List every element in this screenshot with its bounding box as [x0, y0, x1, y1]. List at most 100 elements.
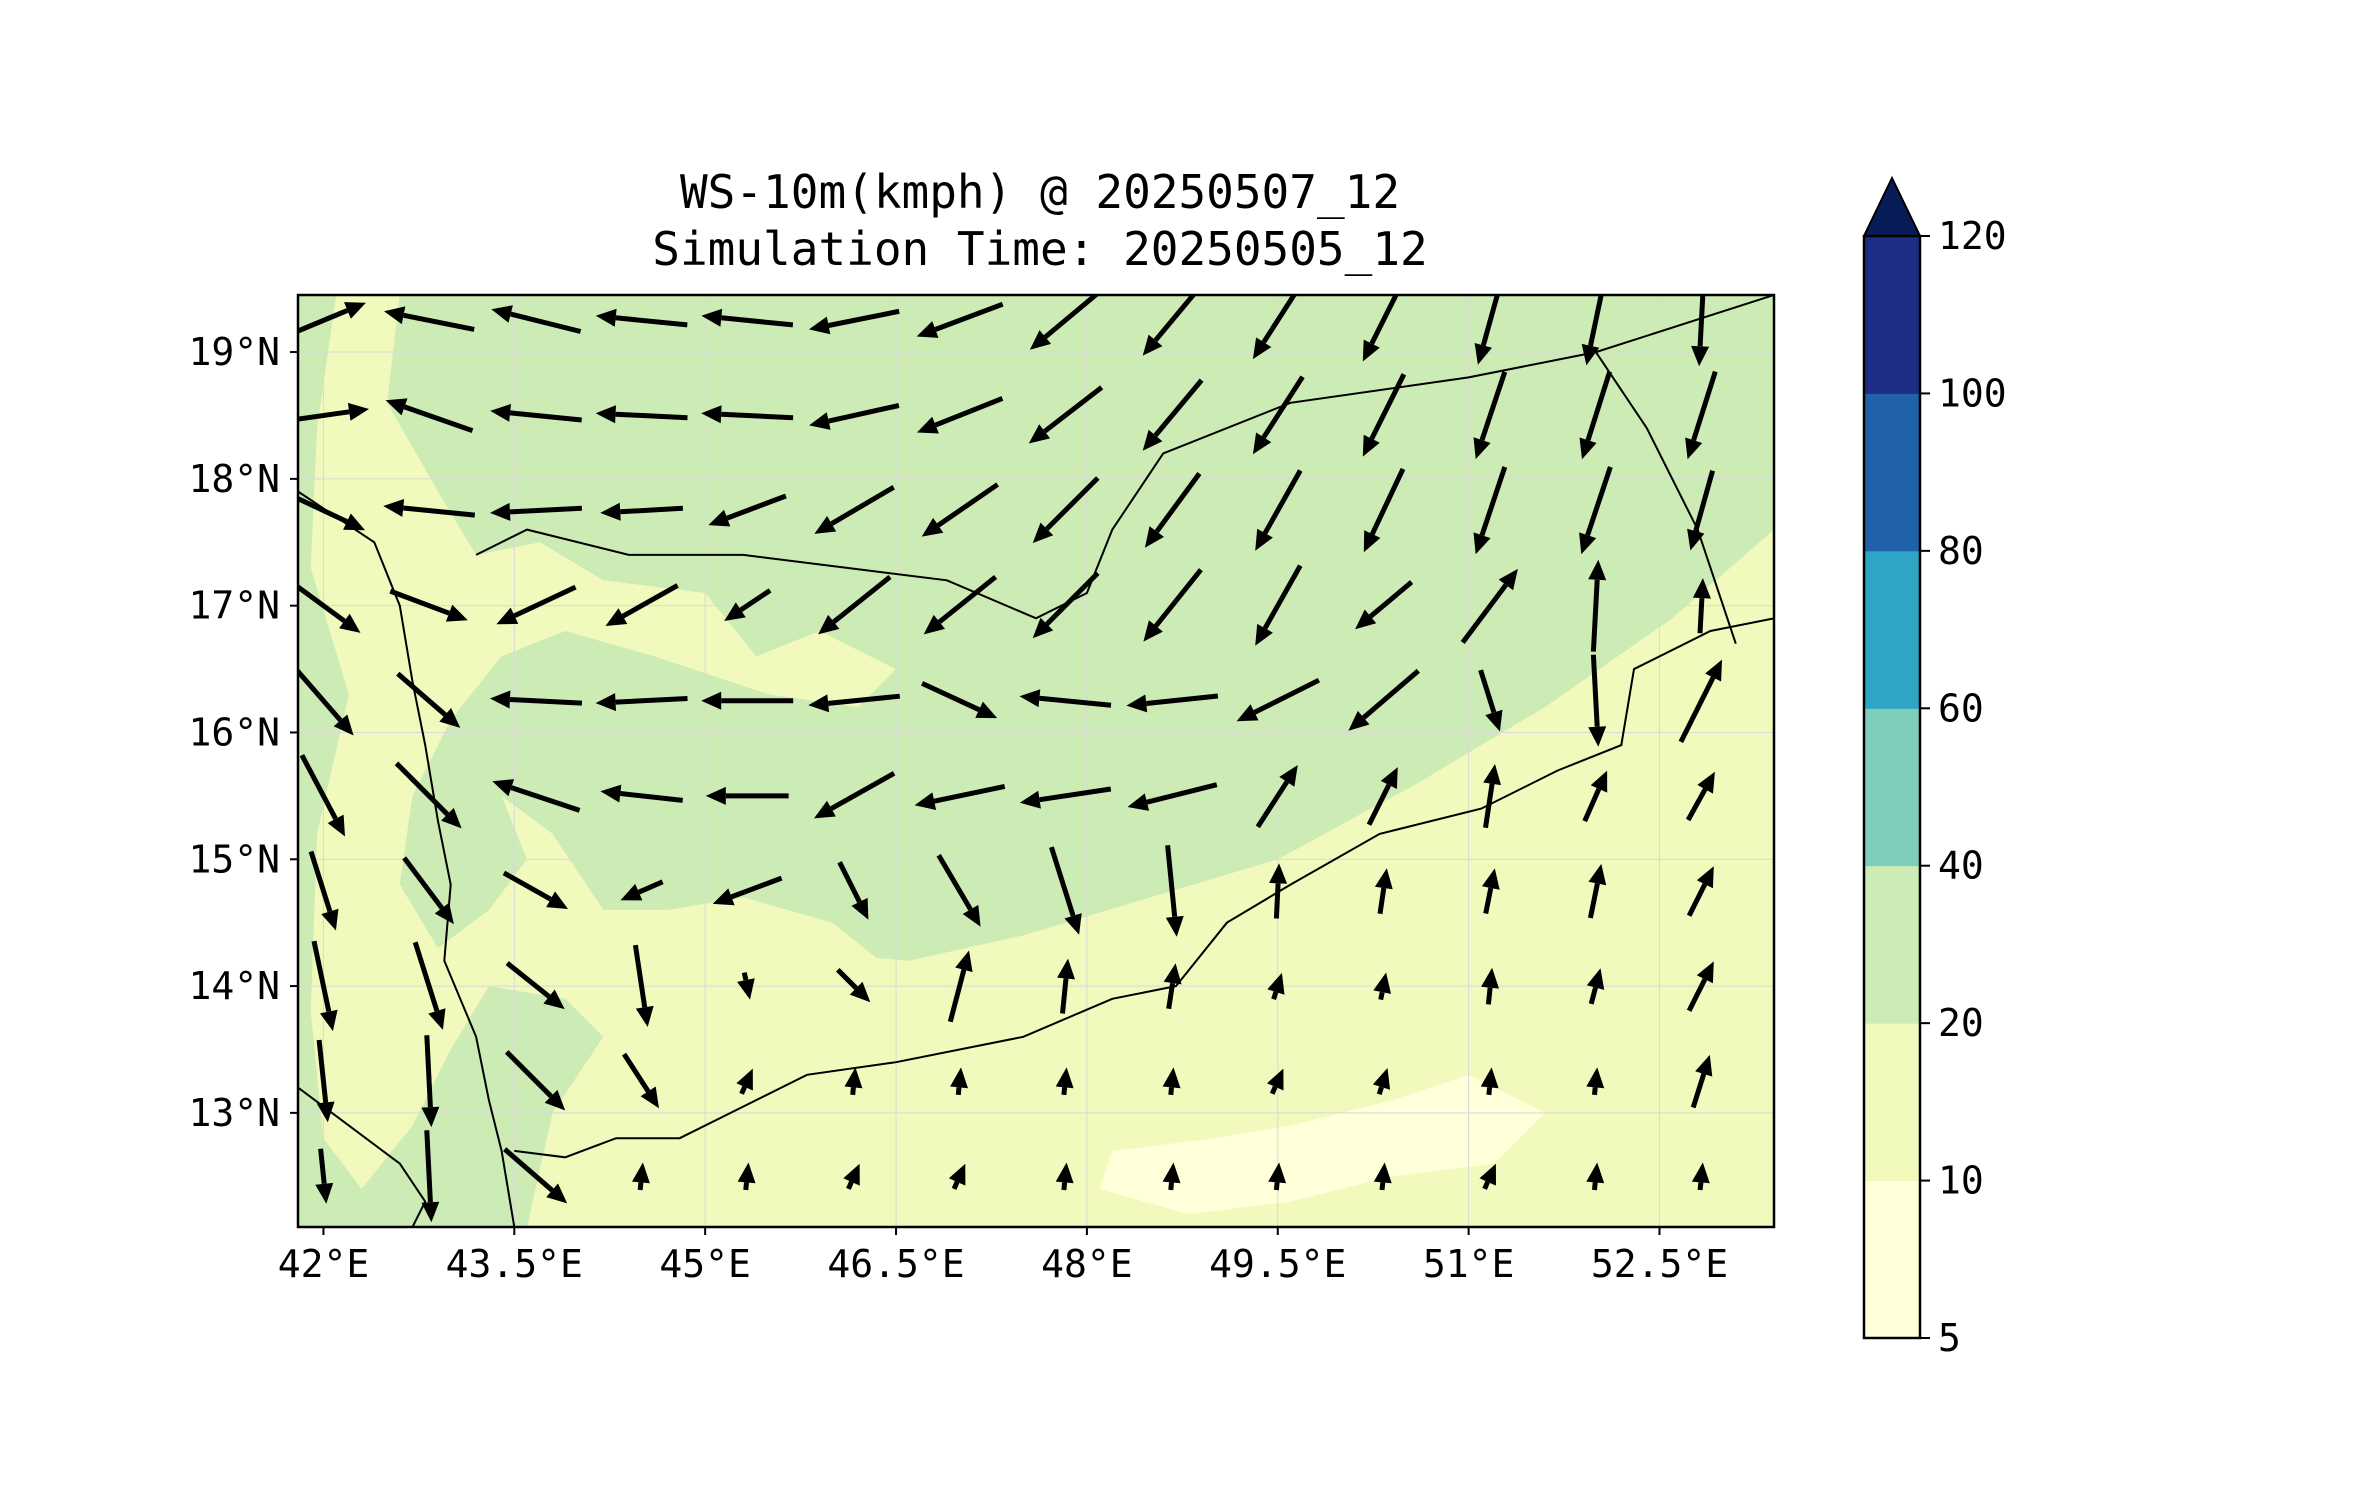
wind-arrow	[298, 583, 361, 633]
wind-arrow	[1586, 968, 1605, 1005]
wind-arrow	[1236, 677, 1321, 722]
wind-arrow	[701, 405, 794, 424]
wind-arrow	[402, 856, 454, 925]
wind-arrow	[1144, 472, 1202, 548]
speed-region-20	[298, 295, 1774, 1227]
wind-arrow	[814, 485, 895, 534]
y-tick-label: 17°N	[188, 584, 280, 628]
wind-arrow	[1587, 863, 1607, 919]
colorbar-label: 40	[1938, 844, 1984, 888]
colorbar-segment	[1864, 1023, 1920, 1181]
wind-arrow	[1374, 868, 1393, 915]
wind-arrow	[595, 308, 688, 328]
wind-arrow	[490, 502, 583, 521]
colorbar-segment	[1864, 236, 1920, 394]
wind-arrow	[818, 574, 892, 635]
colorbar: 5 10 20 40 60 80 100 120	[1862, 175, 2007, 1360]
wind-arrow	[1267, 1068, 1284, 1095]
wind-arrow	[1686, 961, 1714, 1012]
colorbar-segment	[1864, 393, 1920, 552]
wind-arrow	[383, 499, 476, 518]
colorbar-segment	[1864, 1180, 1920, 1339]
wind-arrow	[490, 690, 583, 709]
x-tick-label: 49.5°E	[1209, 1242, 1346, 1286]
wind-arrow	[808, 693, 901, 713]
wind-arrow	[712, 875, 783, 906]
wind-arrow	[396, 671, 461, 728]
wind-arrow	[705, 786, 789, 805]
wind-arrow	[701, 691, 794, 710]
wind-arrow	[299, 754, 345, 837]
wind-arrow	[1473, 466, 1508, 555]
wind-arrow	[504, 1050, 566, 1111]
wind-arrow	[1165, 844, 1184, 937]
wind-arrow	[1481, 967, 1499, 1005]
wind-arrow	[1252, 375, 1305, 455]
wind-arrow	[814, 771, 896, 819]
speed-region-5	[1099, 1074, 1545, 1215]
wind-arrow	[808, 308, 900, 335]
wind-arrow	[1055, 1162, 1074, 1191]
wind-arrow	[1055, 1067, 1074, 1096]
wind-arrow	[298, 302, 366, 334]
wind-arrow	[384, 306, 475, 332]
wind-arrow	[843, 1163, 860, 1190]
wind-arrow	[1255, 765, 1298, 829]
y-axis-ticks: 13°N 14°N 15°N 16°N 17°N 18°N 19°N	[188, 330, 298, 1135]
wind-arrow	[1588, 559, 1607, 652]
wind-arrow	[421, 1035, 440, 1128]
wind-arrow	[1691, 1162, 1710, 1191]
wind-arrow	[1479, 1163, 1496, 1190]
wind-arrow	[916, 301, 1004, 338]
speed-region-10	[310, 295, 1774, 1227]
wind-arrow	[836, 968, 871, 1003]
wind-arrow	[1372, 1068, 1391, 1096]
wind-arrow	[1478, 669, 1503, 732]
wind-arrow	[923, 574, 998, 635]
wind-arrow	[316, 1039, 335, 1123]
wind-arrow	[1127, 782, 1218, 811]
x-axis-ticks: 42°E 43.5°E 45°E 46.5°E 48°E 49.5°E 51°E 52.5°E	[278, 1227, 1728, 1286]
wind-arrow	[1362, 373, 1407, 457]
wind-arrow	[921, 482, 1000, 537]
x-tick-label: 42°E	[278, 1242, 370, 1286]
wind-arrow	[1267, 972, 1285, 1000]
wind-arrow	[1366, 767, 1398, 826]
wind-arrow	[298, 402, 369, 422]
wind-arrow	[1348, 668, 1420, 731]
wind-arrow	[701, 308, 794, 328]
wind-arrow	[595, 693, 688, 712]
wind-arrow	[1692, 578, 1711, 634]
colorbar-segment	[1864, 865, 1920, 1024]
wind-arrow	[1687, 470, 1716, 551]
x-tick-label: 45°E	[659, 1242, 751, 1286]
wind-arrow	[1582, 770, 1608, 823]
wind-arrow	[736, 1068, 753, 1095]
y-tick-label: 18°N	[188, 457, 280, 501]
chart-title-line-1: WS-10m(kmph) @ 20250507_12	[679, 165, 1401, 219]
colorbar-label: 120	[1938, 214, 2007, 258]
wind-arrow	[1142, 378, 1204, 451]
wind-arrow	[950, 1067, 968, 1096]
wind-arrow	[1579, 466, 1613, 555]
wind-arrow	[809, 403, 900, 430]
border-saudi-yemen	[475, 295, 1774, 620]
wind-arrow	[914, 783, 1006, 810]
wind-arrow	[1252, 295, 1298, 360]
wind-arrow	[490, 403, 582, 423]
y-tick-label: 14°N	[188, 964, 280, 1008]
colorbar-label: 60	[1938, 686, 1984, 730]
wind-speed-field	[298, 295, 1774, 1227]
wind-arrow	[308, 850, 339, 931]
wind-arrow	[1255, 564, 1303, 646]
wind-arrow	[1586, 1067, 1605, 1096]
wind-arrow	[394, 761, 462, 829]
wind-arrow	[1162, 1162, 1181, 1191]
wind-arrow	[1019, 786, 1112, 809]
wind-arrow	[315, 1148, 334, 1204]
wind-arrow	[1269, 863, 1288, 919]
wind-arrow	[1032, 476, 1100, 544]
wind-arrow	[620, 879, 664, 901]
y-tick-label: 15°N	[188, 837, 280, 881]
